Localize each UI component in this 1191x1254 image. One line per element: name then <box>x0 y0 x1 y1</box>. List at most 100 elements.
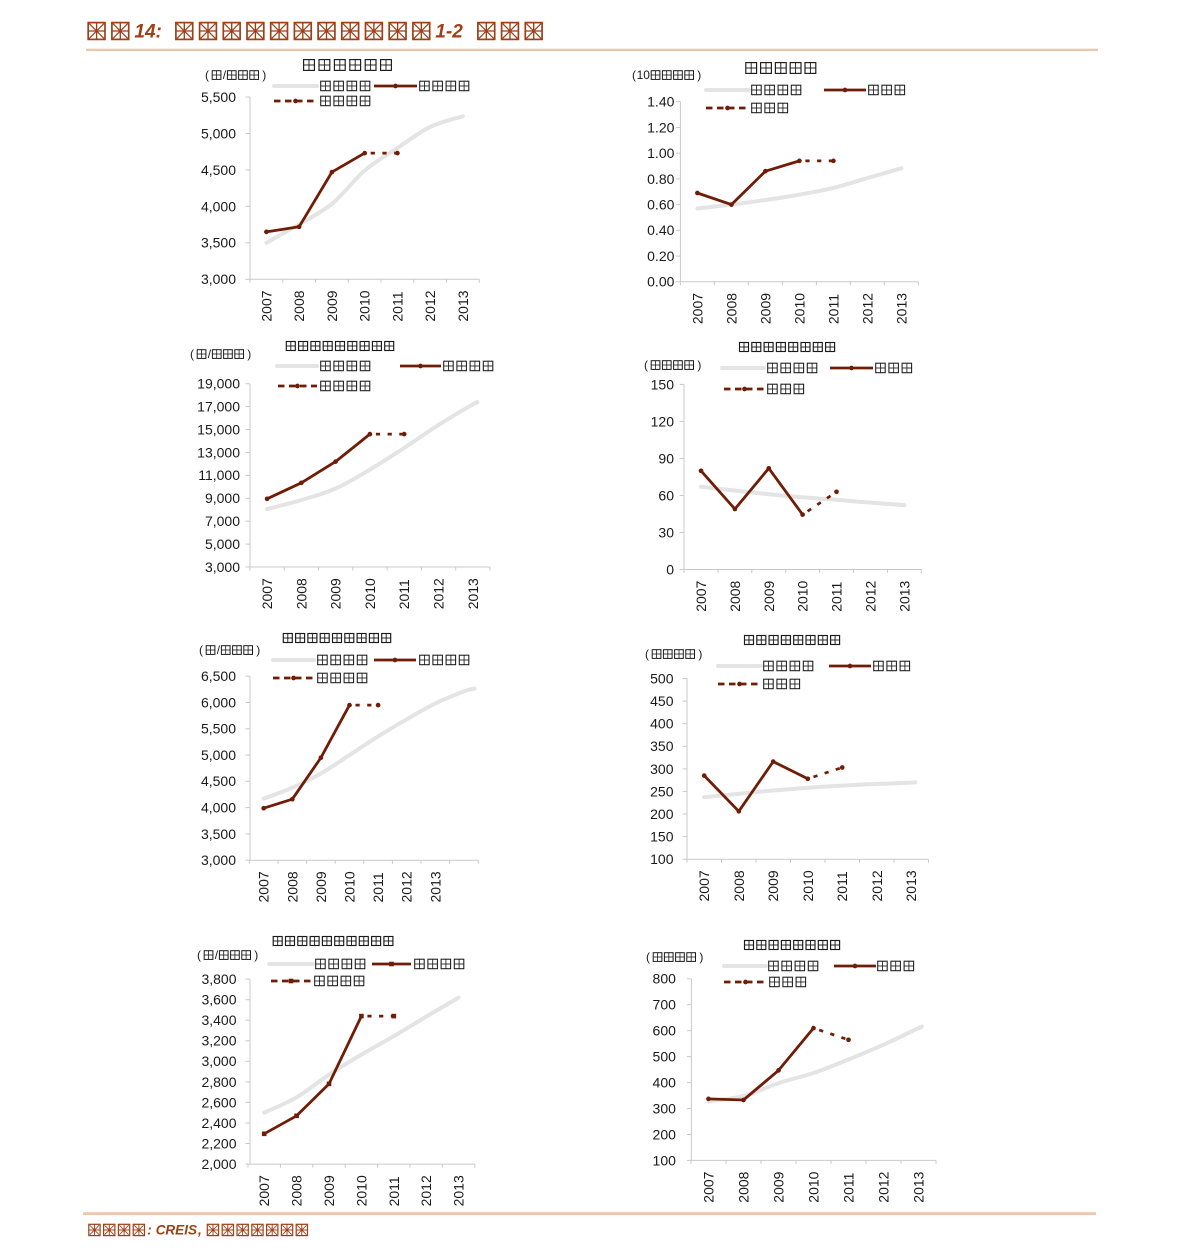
svg-text:2009: 2009 <box>328 578 344 609</box>
svg-text:17,000: 17,000 <box>197 399 240 415</box>
svg-text:19,000: 19,000 <box>197 376 240 392</box>
svg-text:6,000: 6,000 <box>201 694 236 710</box>
svg-text:3,500: 3,500 <box>201 235 236 251</box>
svg-text:3,600: 3,600 <box>201 992 236 1008</box>
svg-text:2012: 2012 <box>418 1175 434 1206</box>
svg-text:): ) <box>699 950 703 964</box>
svg-text:(: ( <box>644 358 648 372</box>
svg-text:150: 150 <box>651 376 675 392</box>
svg-text:/: / <box>208 347 212 361</box>
svg-text:2008: 2008 <box>289 1175 305 1206</box>
svg-text:2008: 2008 <box>293 578 309 609</box>
svg-text:0: 0 <box>666 561 674 577</box>
svg-text:90: 90 <box>658 450 674 466</box>
svg-text:2,400: 2,400 <box>201 1115 236 1131</box>
svg-text:200: 200 <box>653 1126 677 1142</box>
svg-text:2009: 2009 <box>771 1171 787 1202</box>
svg-text:2012: 2012 <box>859 293 875 324</box>
svg-text:800: 800 <box>653 971 677 987</box>
svg-text:2011: 2011 <box>829 581 845 611</box>
svg-text:2010: 2010 <box>362 578 378 609</box>
svg-text:(: ( <box>645 647 649 661</box>
svg-text:2009: 2009 <box>757 293 773 324</box>
svg-text:2012: 2012 <box>422 290 438 321</box>
svg-text:2011: 2011 <box>386 1176 402 1206</box>
svg-text:1-2: 1-2 <box>435 22 463 43</box>
svg-text:1.00: 1.00 <box>647 145 674 161</box>
svg-text:5,500: 5,500 <box>201 721 236 737</box>
svg-text:): ) <box>262 68 266 82</box>
svg-text:3,800: 3,800 <box>201 971 236 987</box>
svg-text:2,800: 2,800 <box>201 1074 236 1090</box>
svg-text:4,500: 4,500 <box>201 773 236 789</box>
svg-text:(: ( <box>632 68 636 82</box>
svg-text:500: 500 <box>653 1049 677 1065</box>
svg-text:/: / <box>223 68 227 82</box>
svg-text:3,000: 3,000 <box>201 271 236 287</box>
svg-text:2,000: 2,000 <box>201 1156 236 1172</box>
svg-text:2013: 2013 <box>896 580 912 611</box>
svg-text:6,500: 6,500 <box>201 668 236 684</box>
svg-text:/: / <box>215 948 219 962</box>
svg-text:2007: 2007 <box>696 870 712 901</box>
svg-text:2,200: 2,200 <box>201 1135 236 1151</box>
svg-text:2007: 2007 <box>256 871 272 902</box>
svg-text:2011: 2011 <box>389 291 405 321</box>
svg-text:60: 60 <box>658 487 674 503</box>
svg-text:150: 150 <box>650 829 674 845</box>
svg-text:15,000: 15,000 <box>197 421 240 437</box>
svg-text:0.80: 0.80 <box>647 171 674 187</box>
svg-text:2011: 2011 <box>841 1172 857 1202</box>
svg-text:300: 300 <box>650 761 674 777</box>
svg-text:CREIS: CREIS <box>156 1223 197 1238</box>
svg-text:5,000: 5,000 <box>201 125 236 141</box>
svg-text:2013: 2013 <box>903 870 919 901</box>
svg-text:2012: 2012 <box>431 578 447 609</box>
svg-text:0.60: 0.60 <box>647 197 674 213</box>
svg-text:120: 120 <box>651 413 675 429</box>
svg-text:3,000: 3,000 <box>205 559 240 575</box>
svg-text:500: 500 <box>650 670 674 686</box>
svg-text:2,600: 2,600 <box>201 1094 236 1110</box>
svg-text:3,400: 3,400 <box>201 1012 236 1028</box>
svg-text:2008: 2008 <box>723 293 739 324</box>
svg-text:2012: 2012 <box>876 1171 892 1202</box>
svg-text:13,000: 13,000 <box>197 444 240 460</box>
svg-text:11,000: 11,000 <box>198 467 240 483</box>
svg-text:450: 450 <box>650 693 674 709</box>
svg-text:2010: 2010 <box>795 580 811 611</box>
svg-text:2008: 2008 <box>284 871 300 902</box>
svg-text:2008: 2008 <box>291 290 307 321</box>
svg-text:2010: 2010 <box>342 871 358 902</box>
svg-text:): ) <box>254 948 258 962</box>
svg-text:400: 400 <box>650 716 674 732</box>
svg-text:350: 350 <box>650 738 674 754</box>
svg-text:2012: 2012 <box>863 580 879 611</box>
svg-text:(: ( <box>205 68 209 82</box>
svg-text:600: 600 <box>653 1023 677 1039</box>
svg-text:): ) <box>697 358 701 372</box>
svg-text:2011: 2011 <box>396 579 412 609</box>
svg-text:2010: 2010 <box>800 870 816 901</box>
svg-text:2011: 2011 <box>834 871 850 901</box>
svg-text:2007: 2007 <box>693 580 709 611</box>
svg-text:2007: 2007 <box>256 1175 272 1206</box>
svg-text:2013: 2013 <box>451 1175 467 1206</box>
svg-text:3,000: 3,000 <box>201 1053 236 1069</box>
svg-text:2013: 2013 <box>427 871 443 902</box>
svg-text:2010: 2010 <box>791 293 807 324</box>
svg-text:): ) <box>247 347 251 361</box>
svg-text:1.40: 1.40 <box>647 94 674 110</box>
svg-text:2009: 2009 <box>313 871 329 902</box>
svg-text:4,000: 4,000 <box>201 800 236 816</box>
svg-text:5,000: 5,000 <box>201 747 236 763</box>
svg-text:14:: 14: <box>134 22 161 43</box>
svg-text:2007: 2007 <box>258 290 274 321</box>
svg-text:10: 10 <box>637 68 651 82</box>
svg-text:100: 100 <box>650 851 674 867</box>
svg-text:2013: 2013 <box>911 1171 927 1202</box>
svg-text:2010: 2010 <box>353 1175 369 1206</box>
svg-text:5,000: 5,000 <box>205 536 240 552</box>
svg-text:4,000: 4,000 <box>201 198 236 214</box>
svg-text:2007: 2007 <box>689 293 705 324</box>
